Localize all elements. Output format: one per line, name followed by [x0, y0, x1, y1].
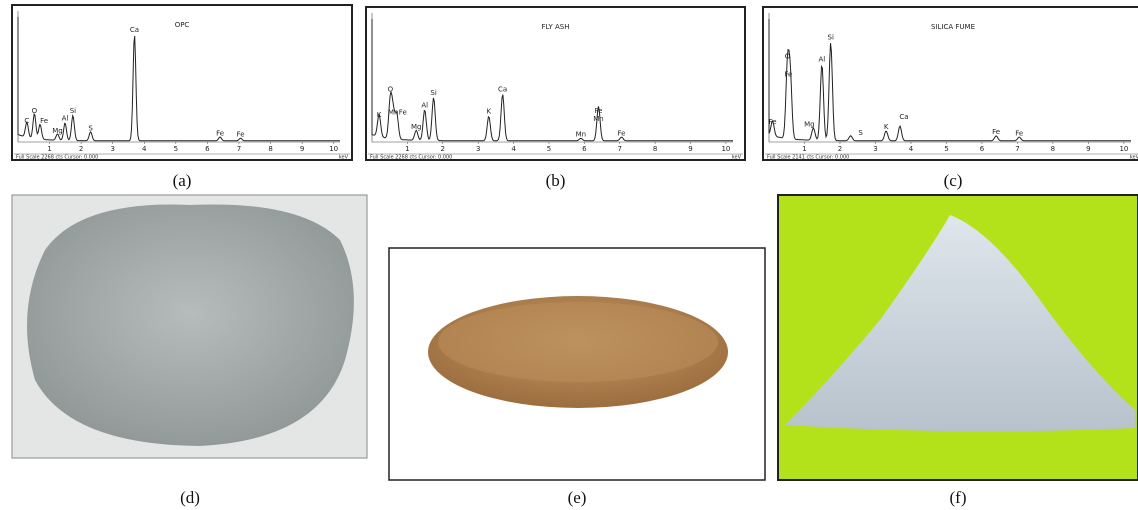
x-tick-label: 4 — [909, 145, 914, 153]
panel-caption: (d) — [180, 488, 200, 507]
x-tick-label: 6 — [582, 145, 587, 153]
peak-label: Fe — [769, 118, 777, 126]
panel-caption: (c) — [944, 171, 963, 190]
peak-label: Ca — [130, 26, 139, 34]
panel-caption: (a) — [173, 171, 192, 190]
cement-powder — [27, 204, 354, 446]
peak-label: S — [88, 124, 93, 132]
fly-ash-top — [438, 302, 718, 382]
peak-label: Al — [819, 56, 826, 64]
peak-label: Fe — [618, 129, 626, 137]
peak-label: Ca — [498, 85, 507, 93]
x-tick-label: 1 — [802, 145, 806, 153]
spectrum-frame — [365, 6, 746, 161]
x-tick-label: 10 — [1119, 145, 1128, 153]
x-tick-label: 10 — [721, 145, 730, 153]
spectrum-unit: keV — [732, 155, 742, 161]
spectrum-trace — [768, 19, 1131, 142]
peak-label: Al — [421, 101, 428, 109]
x-tick-label: 7 — [237, 145, 241, 153]
spectrum-footer: Full Scale 2141 cts Cursor: 0.000 — [767, 155, 849, 161]
x-tick-label: 3 — [873, 145, 877, 153]
x-tick-label: 5 — [547, 145, 551, 153]
peak-label: O — [388, 85, 394, 93]
spectrum-unit: keV — [339, 155, 349, 161]
peak-label: Mg — [411, 123, 421, 131]
x-tick-label: 9 — [300, 145, 304, 153]
peak-label: S — [858, 129, 863, 137]
peak-label: Mn — [388, 108, 398, 116]
peak-label: Fe — [595, 107, 603, 115]
panel-caption: (b) — [546, 171, 566, 190]
peak-label: K — [486, 107, 491, 115]
peak-label: Ca — [899, 113, 908, 121]
x-tick-label: 2 — [838, 145, 842, 153]
peak-label: Fe — [399, 108, 407, 116]
peak-label: Mn — [576, 131, 586, 139]
panel-caption: (f) — [950, 488, 967, 507]
spectrum-panel: 1 2 3 4 5 6 7 8 9 10 Fe O Fe Mg Al Si K Ca S Fe Fe SILICA FUM… — [762, 6, 1138, 161]
peak-label: Si — [70, 107, 76, 115]
x-tick-label: 6 — [980, 145, 985, 153]
peak-label: Mn — [593, 115, 603, 123]
x-tick-label: 1 — [405, 145, 409, 153]
x-tick-label: 9 — [688, 145, 692, 153]
x-tick-label: 4 — [511, 145, 516, 153]
peak-label: Fe — [237, 131, 245, 139]
peak-label: Fe — [784, 71, 792, 79]
x-tick-label: 3 — [110, 145, 114, 153]
x-tick-label: 7 — [1015, 145, 1019, 153]
x-tick-label: 2 — [441, 145, 445, 153]
photo-frame — [777, 194, 1138, 481]
x-tick-label: 5 — [174, 145, 178, 153]
x-tick-label: 3 — [476, 145, 480, 153]
x-tick-label: 5 — [944, 145, 948, 153]
peak-label: Fe — [992, 128, 1000, 136]
peak-label: Fe — [40, 117, 48, 125]
x-tick-label: 1 — [47, 145, 51, 153]
spectrum-trace — [17, 17, 340, 142]
peak-label: O — [785, 53, 791, 61]
peak-label: Si — [828, 34, 834, 42]
spectrum-frame — [11, 4, 353, 161]
x-tick-label: 8 — [653, 145, 657, 153]
x-tick-label: 6 — [205, 145, 210, 153]
x-tick-label: 4 — [142, 145, 147, 153]
peak-label: Al — [62, 115, 69, 123]
x-tick-label: 2 — [79, 145, 83, 153]
peak-label: K — [377, 111, 382, 119]
peak-label: Fe — [1015, 129, 1023, 137]
x-tick-label: 10 — [329, 145, 338, 153]
x-tick-label: 9 — [1086, 145, 1090, 153]
peak-label: Mg — [52, 127, 62, 135]
spectrum-unit: keV — [1130, 155, 1138, 161]
peak-label: K — [884, 123, 889, 131]
x-tick-label: 8 — [268, 145, 272, 153]
spectrum-title: OPC — [175, 21, 190, 29]
peak-label: Fe — [216, 129, 224, 137]
silica-fume-pile — [785, 215, 1135, 432]
panel-caption: (e) — [568, 488, 587, 507]
spectrum-trace — [371, 19, 733, 142]
spectrum-footer: Full Scale 2268 cts Cursor: 0.000 — [16, 155, 98, 161]
x-tick-label: 7 — [618, 145, 622, 153]
spectrum-title: SILICA FUME — [931, 23, 975, 31]
spectrum-footer: Full Scale 2268 cts Cursor: 0.000 — [370, 155, 452, 161]
peak-label: C — [24, 117, 29, 125]
spectrum-title: FLY ASH — [542, 23, 570, 31]
peak-label: O — [32, 107, 38, 115]
peak-label: Mg — [804, 121, 814, 129]
x-tick-label: 8 — [1051, 145, 1055, 153]
peak-label: Si — [430, 89, 436, 97]
